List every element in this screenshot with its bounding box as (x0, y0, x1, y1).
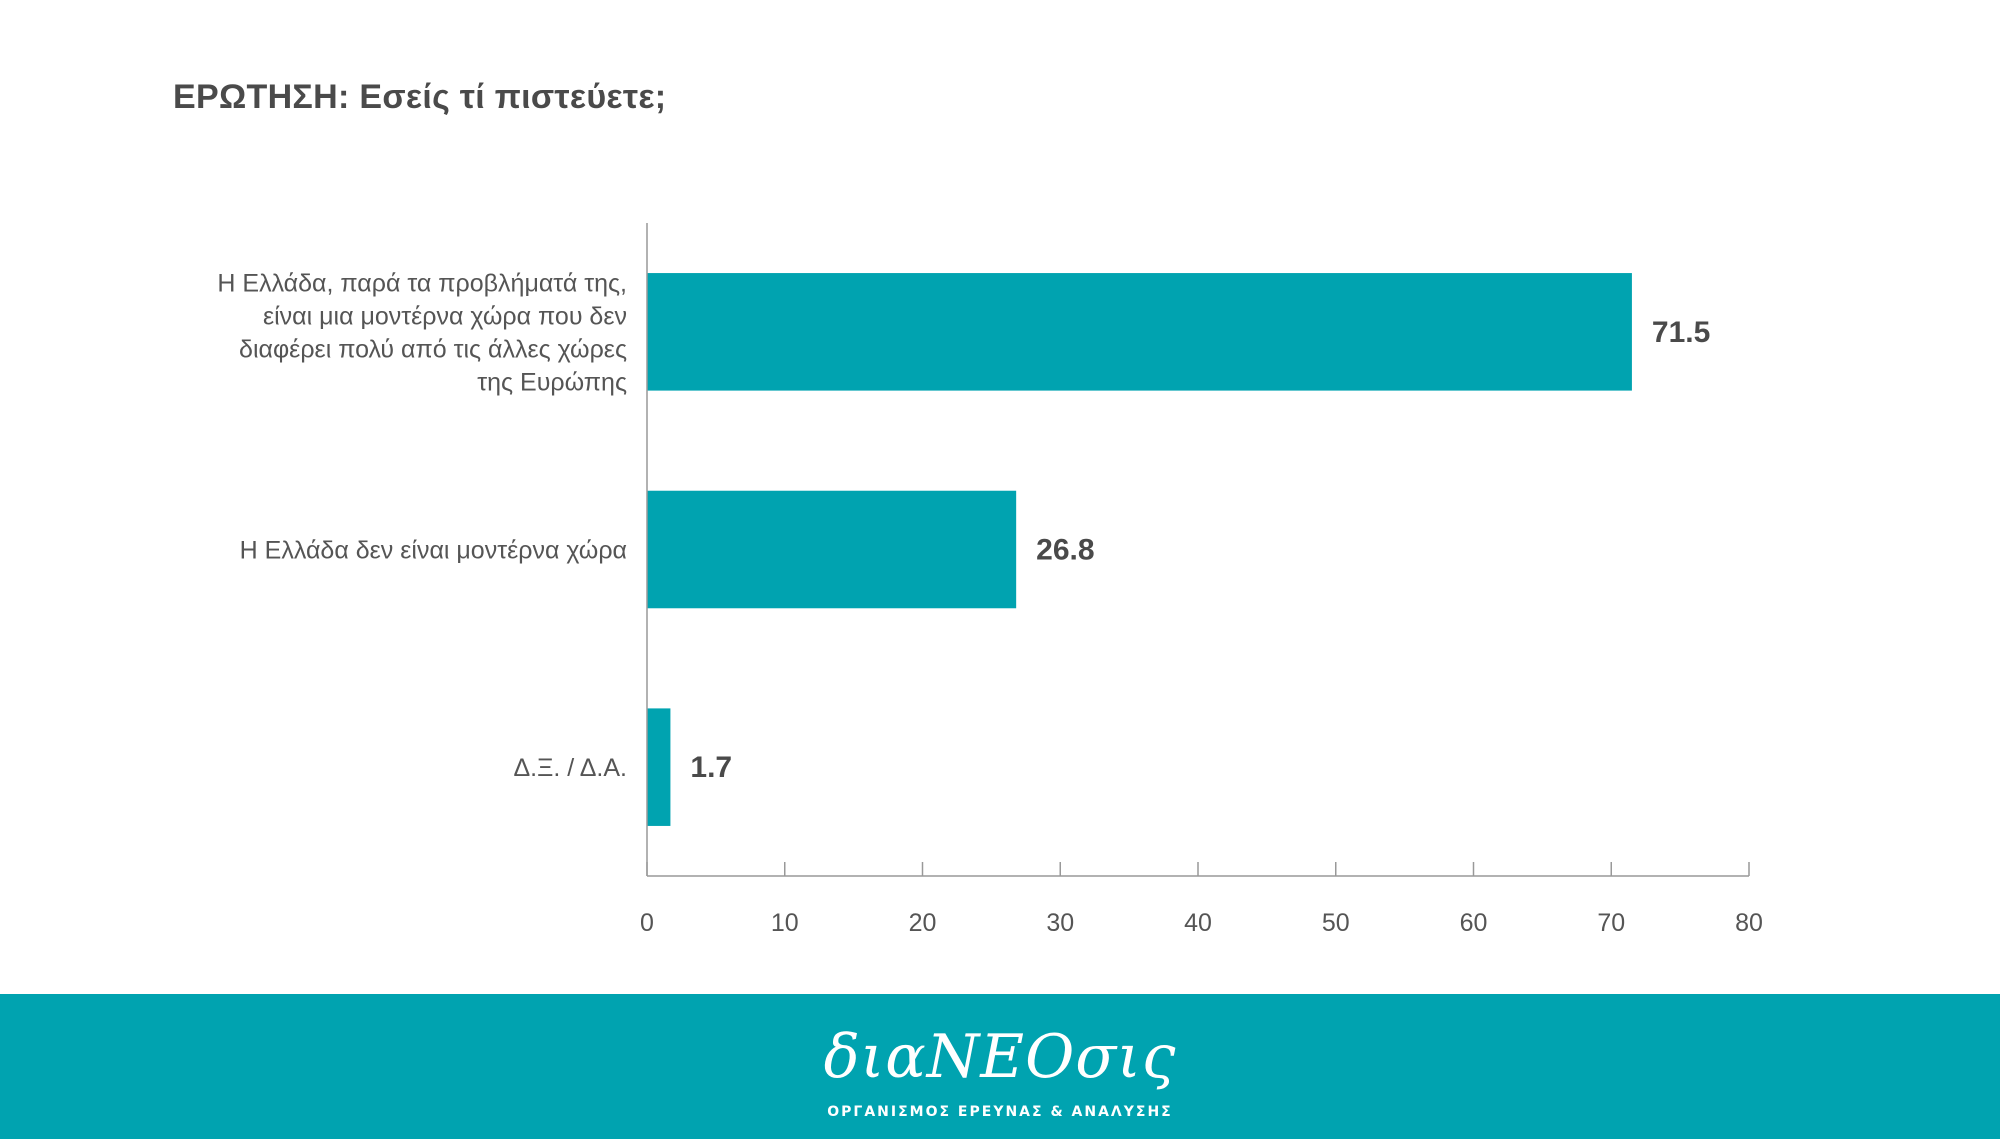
dianeosis-logo: διαΝΕΟσις (823, 1022, 1177, 1092)
x-tick-label: 50 (1322, 909, 1350, 937)
x-tick-label: 40 (1184, 909, 1212, 937)
x-tick-label: 10 (771, 909, 799, 937)
x-tick-label: 0 (640, 909, 654, 937)
x-tick-label: 80 (1735, 909, 1763, 937)
bar-chart: 71.5 Η Ελλάδα, παρά τα προβλήματά της, είν… (217, 223, 1763, 937)
category-label: Η Ελλάδα, παρά τα προβλήματά της, είναι μ… (217, 269, 627, 396)
x-tick-label: 70 (1597, 909, 1625, 937)
bar (647, 273, 1632, 391)
data-label: 1.7 (690, 751, 732, 784)
category-label: Η Ελλάδα δεν είναι μοντέρνα χώρα (240, 537, 627, 565)
bar (647, 708, 671, 826)
bar (647, 490, 1017, 609)
chart-title: ΕΡΩΤΗΣΗ: Εσείς τί πιστεύετε; (173, 78, 667, 116)
x-tick-label: 60 (1460, 909, 1488, 937)
data-label: 26.8 (1036, 534, 1094, 567)
x-tick-label: 30 (1046, 909, 1074, 937)
x-tick-label: 20 (909, 909, 937, 937)
category-label: Δ.Ξ. / Δ.Α. (513, 754, 627, 782)
footer-banner: διαΝΕΟσις ΟΡΓΑΝΙΣΜΟΣ ΕΡΕΥΝΑΣ & ΑΝΑΛΥΣΗΣ (0, 994, 2000, 1139)
data-label: 71.5 (1652, 316, 1710, 349)
logo-subtitle: ΟΡΓΑΝΙΣΜΟΣ ΕΡΕΥΝΑΣ & ΑΝΑΛΥΣΗΣ (827, 1104, 1173, 1120)
